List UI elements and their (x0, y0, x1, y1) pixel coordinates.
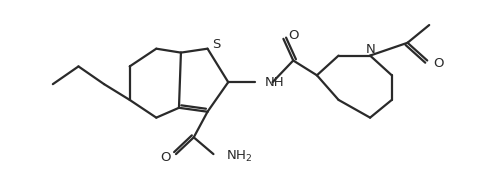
Text: O: O (160, 151, 171, 164)
Text: N: N (366, 43, 376, 56)
Text: O: O (433, 57, 444, 70)
Text: O: O (288, 29, 299, 42)
Text: NH$_2$: NH$_2$ (226, 149, 253, 164)
Text: NH: NH (265, 76, 284, 89)
Text: S: S (212, 38, 221, 51)
